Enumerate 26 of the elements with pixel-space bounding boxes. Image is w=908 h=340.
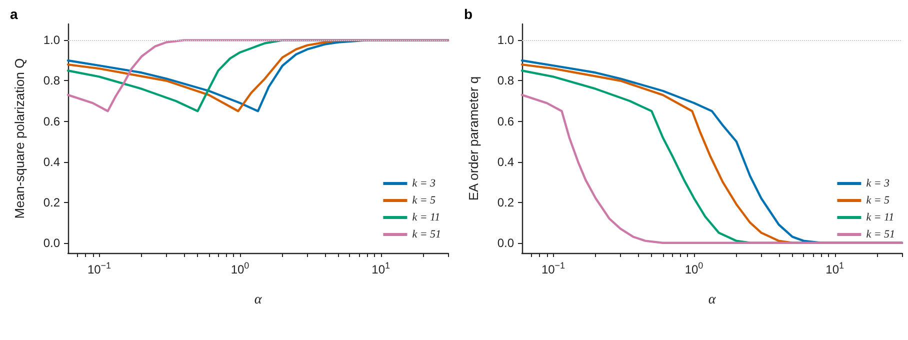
- legend-label: k = 51: [866, 228, 896, 240]
- y-tick-label: 1.0: [497, 33, 514, 48]
- legend-label: k = 51: [412, 228, 442, 240]
- y-tick-label: 0.0: [43, 236, 60, 250]
- chart-title: b: [464, 6, 473, 22]
- legend-label: k = 11: [866, 212, 894, 224]
- legend-label: k = 3: [866, 178, 890, 190]
- y-tick-label: 0.2: [497, 195, 514, 210]
- y-tick-label: 0.8: [43, 74, 60, 88]
- legend-label: k = 3: [412, 178, 436, 190]
- legend-label: k = 5: [866, 194, 890, 206]
- y-tick-label: 0.0: [497, 236, 514, 250]
- y-tick-label: 0.2: [43, 195, 60, 210]
- y-tick-label: 0.4: [497, 154, 514, 169]
- y-tick-label: 0.4: [43, 154, 60, 169]
- y-axis-title: Mean-square polarization Q: [12, 58, 27, 219]
- y-tick-label: 0.6: [43, 114, 60, 128]
- y-tick-label: 0.6: [497, 114, 514, 128]
- y-tick-label: 0.8: [497, 74, 514, 88]
- x-axis-title: α: [708, 292, 716, 308]
- y-tick-label: 1.0: [43, 33, 60, 48]
- y-axis-title: EA order parameter q: [466, 76, 481, 201]
- legend-label: k = 11: [412, 212, 440, 224]
- legend-label: k = 5: [412, 194, 436, 206]
- x-axis-title: α: [254, 292, 262, 308]
- chart-title: a: [10, 6, 18, 22]
